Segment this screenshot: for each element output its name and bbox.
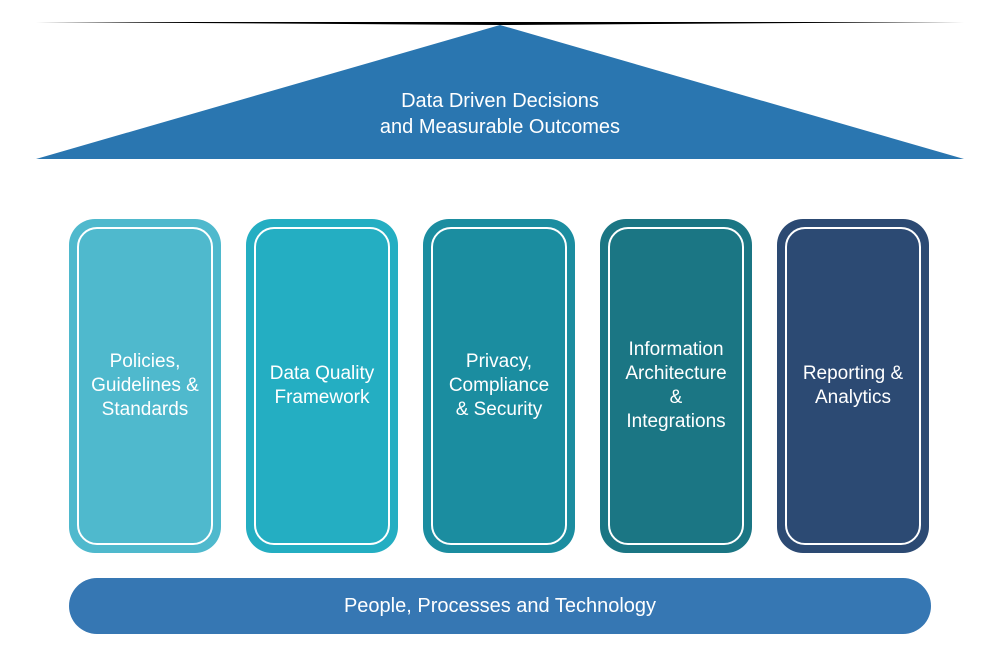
pillar: Reporting &Analytics — [777, 219, 929, 553]
pillar-label: Data QualityFramework — [254, 227, 390, 545]
pillar: Policies,Guidelines &Standards — [69, 219, 221, 553]
pillar-label: Privacy,Compliance& Security — [431, 227, 567, 545]
pillar: InformationArchitecture&Integrations — [600, 219, 752, 553]
pillar: Privacy,Compliance& Security — [423, 219, 575, 553]
pillar-label: Reporting &Analytics — [785, 227, 921, 545]
foundation-bar: People, Processes and Technology — [69, 578, 931, 634]
pillar-label: Policies,Guidelines &Standards — [77, 227, 213, 545]
diagram-stage: Data Driven Decisions and Measurable Out… — [0, 0, 1000, 672]
pillar-label: InformationArchitecture&Integrations — [608, 227, 744, 545]
pillar: Data QualityFramework — [246, 219, 398, 553]
foundation-label: People, Processes and Technology — [344, 595, 656, 618]
roof-title-line1: Data Driven Decisions — [0, 88, 1000, 114]
roof-title-line2: and Measurable Outcomes — [0, 114, 1000, 140]
roof-title: Data Driven Decisions and Measurable Out… — [0, 88, 1000, 140]
